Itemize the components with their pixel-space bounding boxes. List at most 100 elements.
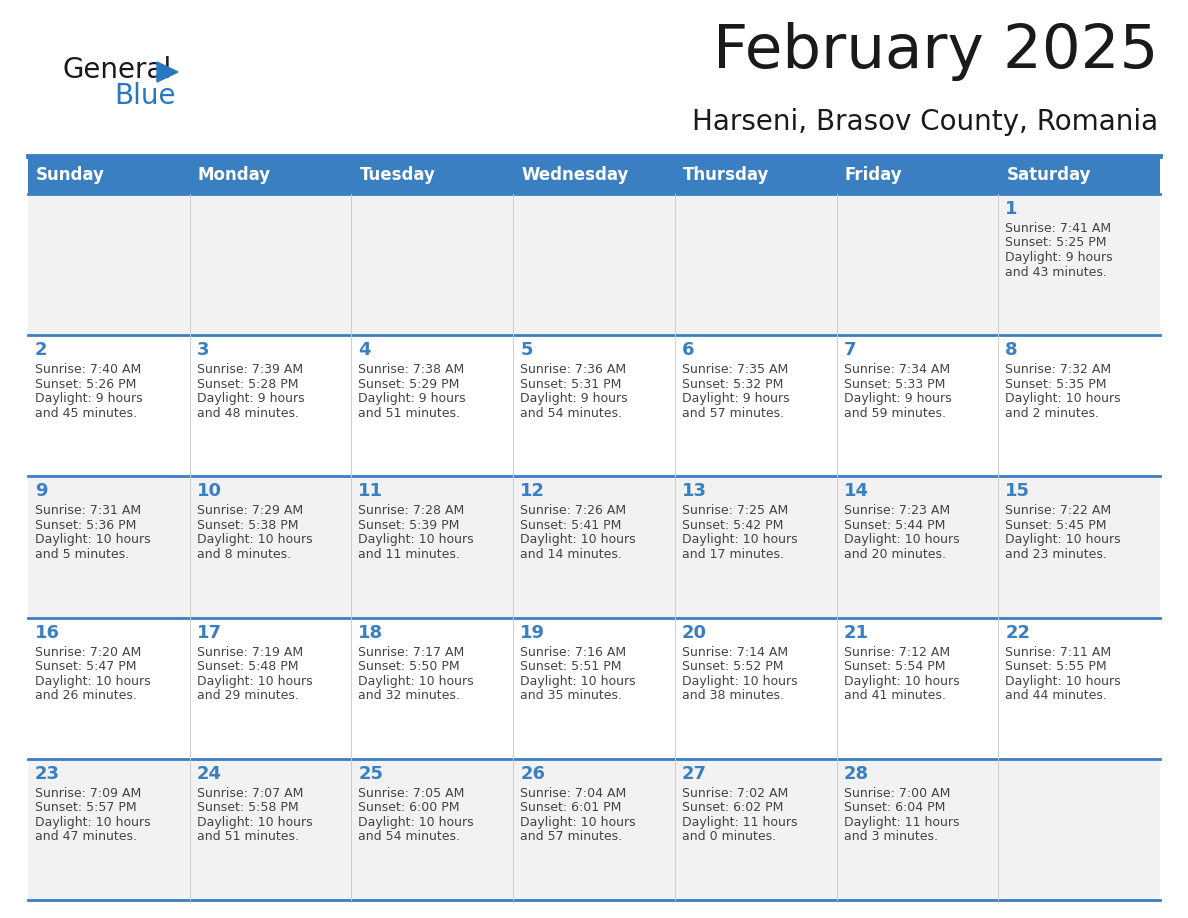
Text: Sunrise: 7:02 AM: Sunrise: 7:02 AM xyxy=(682,787,788,800)
Text: Sunrise: 7:12 AM: Sunrise: 7:12 AM xyxy=(843,645,949,658)
Text: and 41 minutes.: and 41 minutes. xyxy=(843,689,946,702)
Text: Sunrise: 7:36 AM: Sunrise: 7:36 AM xyxy=(520,364,626,376)
Text: Sunset: 5:35 PM: Sunset: 5:35 PM xyxy=(1005,377,1107,391)
Text: Daylight: 9 hours: Daylight: 9 hours xyxy=(197,392,304,405)
Text: February 2025: February 2025 xyxy=(713,22,1158,81)
Text: Sunset: 5:58 PM: Sunset: 5:58 PM xyxy=(197,801,298,814)
Bar xyxy=(29,194,1159,335)
Text: 1: 1 xyxy=(1005,200,1018,218)
Text: Daylight: 10 hours: Daylight: 10 hours xyxy=(682,675,797,688)
Bar xyxy=(29,618,1159,759)
Text: Tuesday: Tuesday xyxy=(360,166,435,184)
Text: Sunrise: 7:38 AM: Sunrise: 7:38 AM xyxy=(359,364,465,376)
Text: Sunrise: 7:28 AM: Sunrise: 7:28 AM xyxy=(359,504,465,518)
Polygon shape xyxy=(157,62,178,82)
Text: and 47 minutes.: and 47 minutes. xyxy=(34,830,137,844)
Text: Wednesday: Wednesday xyxy=(522,166,628,184)
Text: Sunset: 5:57 PM: Sunset: 5:57 PM xyxy=(34,801,137,814)
Text: Blue: Blue xyxy=(114,82,176,110)
Text: Sunset: 6:01 PM: Sunset: 6:01 PM xyxy=(520,801,621,814)
Text: and 0 minutes.: and 0 minutes. xyxy=(682,830,776,844)
Text: and 43 minutes.: and 43 minutes. xyxy=(1005,265,1107,278)
Text: Saturday: Saturday xyxy=(1006,166,1091,184)
Text: 22: 22 xyxy=(1005,623,1030,642)
Text: 14: 14 xyxy=(843,482,868,500)
Text: Monday: Monday xyxy=(197,166,271,184)
Text: Thursday: Thursday xyxy=(683,166,770,184)
Text: Sunrise: 7:20 AM: Sunrise: 7:20 AM xyxy=(34,645,141,658)
Text: Sunrise: 7:11 AM: Sunrise: 7:11 AM xyxy=(1005,645,1112,658)
Text: Sunset: 5:55 PM: Sunset: 5:55 PM xyxy=(1005,660,1107,673)
Text: General: General xyxy=(62,56,171,84)
Text: Sunrise: 7:16 AM: Sunrise: 7:16 AM xyxy=(520,645,626,658)
Text: 12: 12 xyxy=(520,482,545,500)
Text: Daylight: 10 hours: Daylight: 10 hours xyxy=(197,675,312,688)
Text: and 45 minutes.: and 45 minutes. xyxy=(34,407,137,420)
Text: Sunrise: 7:07 AM: Sunrise: 7:07 AM xyxy=(197,787,303,800)
Text: Daylight: 9 hours: Daylight: 9 hours xyxy=(359,392,466,405)
Text: Daylight: 10 hours: Daylight: 10 hours xyxy=(359,533,474,546)
Text: Sunrise: 7:09 AM: Sunrise: 7:09 AM xyxy=(34,787,141,800)
Text: Daylight: 11 hours: Daylight: 11 hours xyxy=(682,816,797,829)
Text: 23: 23 xyxy=(34,765,61,783)
Text: Sunset: 5:52 PM: Sunset: 5:52 PM xyxy=(682,660,783,673)
Text: Sunrise: 7:35 AM: Sunrise: 7:35 AM xyxy=(682,364,788,376)
Text: and 3 minutes.: and 3 minutes. xyxy=(843,830,937,844)
Text: and 51 minutes.: and 51 minutes. xyxy=(197,830,298,844)
Text: and 48 minutes.: and 48 minutes. xyxy=(197,407,298,420)
Text: Sunrise: 7:34 AM: Sunrise: 7:34 AM xyxy=(843,364,949,376)
Text: 10: 10 xyxy=(197,482,222,500)
Text: Daylight: 10 hours: Daylight: 10 hours xyxy=(34,675,151,688)
Text: and 29 minutes.: and 29 minutes. xyxy=(197,689,298,702)
Text: 15: 15 xyxy=(1005,482,1030,500)
Text: Daylight: 9 hours: Daylight: 9 hours xyxy=(1005,251,1113,264)
Text: and 14 minutes.: and 14 minutes. xyxy=(520,548,623,561)
Text: Sunset: 5:36 PM: Sunset: 5:36 PM xyxy=(34,519,137,532)
Text: and 23 minutes.: and 23 minutes. xyxy=(1005,548,1107,561)
Text: Sunset: 5:47 PM: Sunset: 5:47 PM xyxy=(34,660,137,673)
Text: 9: 9 xyxy=(34,482,48,500)
Text: Sunset: 5:51 PM: Sunset: 5:51 PM xyxy=(520,660,621,673)
Text: Sunset: 6:04 PM: Sunset: 6:04 PM xyxy=(843,801,944,814)
Text: Daylight: 10 hours: Daylight: 10 hours xyxy=(520,816,636,829)
Text: Sunrise: 7:29 AM: Sunrise: 7:29 AM xyxy=(197,504,303,518)
Text: and 51 minutes.: and 51 minutes. xyxy=(359,407,461,420)
Text: 3: 3 xyxy=(197,341,209,359)
Text: 6: 6 xyxy=(682,341,694,359)
Text: 27: 27 xyxy=(682,765,707,783)
Text: Daylight: 10 hours: Daylight: 10 hours xyxy=(34,533,151,546)
Bar xyxy=(29,476,1159,618)
Text: Daylight: 10 hours: Daylight: 10 hours xyxy=(197,533,312,546)
Text: 2: 2 xyxy=(34,341,48,359)
Text: Sunset: 5:25 PM: Sunset: 5:25 PM xyxy=(1005,237,1107,250)
Text: and 35 minutes.: and 35 minutes. xyxy=(520,689,623,702)
Text: Sunrise: 7:26 AM: Sunrise: 7:26 AM xyxy=(520,504,626,518)
Text: 20: 20 xyxy=(682,623,707,642)
Text: Sunrise: 7:19 AM: Sunrise: 7:19 AM xyxy=(197,645,303,658)
Text: Sunrise: 7:04 AM: Sunrise: 7:04 AM xyxy=(520,787,626,800)
Text: 25: 25 xyxy=(359,765,384,783)
Text: 4: 4 xyxy=(359,341,371,359)
Text: and 26 minutes.: and 26 minutes. xyxy=(34,689,137,702)
Text: and 59 minutes.: and 59 minutes. xyxy=(843,407,946,420)
Text: Sunset: 5:33 PM: Sunset: 5:33 PM xyxy=(843,377,944,391)
Text: 24: 24 xyxy=(197,765,222,783)
Text: Daylight: 10 hours: Daylight: 10 hours xyxy=(359,675,474,688)
Text: Sunset: 5:26 PM: Sunset: 5:26 PM xyxy=(34,377,137,391)
Text: Sunset: 5:28 PM: Sunset: 5:28 PM xyxy=(197,377,298,391)
Text: Daylight: 10 hours: Daylight: 10 hours xyxy=(197,816,312,829)
Text: Sunrise: 7:31 AM: Sunrise: 7:31 AM xyxy=(34,504,141,518)
Text: Sunrise: 7:00 AM: Sunrise: 7:00 AM xyxy=(843,787,950,800)
Text: Sunset: 5:50 PM: Sunset: 5:50 PM xyxy=(359,660,460,673)
Text: Sunset: 6:00 PM: Sunset: 6:00 PM xyxy=(359,801,460,814)
Text: 17: 17 xyxy=(197,623,222,642)
Text: Sunrise: 7:14 AM: Sunrise: 7:14 AM xyxy=(682,645,788,658)
Text: and 57 minutes.: and 57 minutes. xyxy=(520,830,623,844)
Text: Daylight: 10 hours: Daylight: 10 hours xyxy=(1005,675,1121,688)
Text: Sunset: 5:45 PM: Sunset: 5:45 PM xyxy=(1005,519,1107,532)
Text: Sunset: 5:31 PM: Sunset: 5:31 PM xyxy=(520,377,621,391)
Text: Daylight: 9 hours: Daylight: 9 hours xyxy=(34,392,143,405)
Text: Sunset: 5:38 PM: Sunset: 5:38 PM xyxy=(197,519,298,532)
Text: and 20 minutes.: and 20 minutes. xyxy=(843,548,946,561)
Text: 28: 28 xyxy=(843,765,868,783)
